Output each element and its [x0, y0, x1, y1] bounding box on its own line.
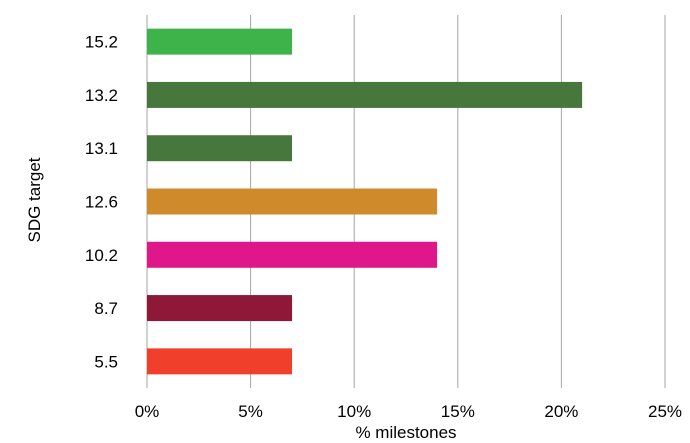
bar-15-2 [147, 28, 293, 55]
y-tick-label: 10.2 [85, 246, 118, 265]
y-tick-labels: 15.2 13.2 13.1 12.6 10.2 8.7 5.5 [85, 33, 118, 372]
x-tick-label: 20% [544, 402, 578, 421]
y-tick-label: 13.1 [85, 139, 118, 158]
y-tick-label: 13.2 [85, 86, 118, 105]
bar-8-7 [147, 295, 293, 322]
x-tick-label: 0% [135, 402, 160, 421]
bar-13-1 [147, 135, 293, 162]
bar-5-5 [147, 348, 293, 375]
bar-13-2 [147, 81, 583, 108]
bars [147, 28, 583, 375]
y-tick-label: 8.7 [94, 299, 118, 318]
bar-12-6 [147, 188, 438, 215]
x-tick-labels: 0% 5% 10% 15% 20% 25% [135, 402, 682, 421]
y-tick-label: 15.2 [85, 33, 118, 52]
y-tick-label: 5.5 [94, 352, 118, 371]
bar-10-2 [147, 241, 438, 268]
x-tick-label: 25% [648, 402, 682, 421]
x-tick-label: 5% [238, 402, 263, 421]
y-axis-title: SDG target [25, 157, 44, 242]
x-tick-label: 10% [337, 402, 371, 421]
x-tick-label: 15% [441, 402, 475, 421]
y-tick-label: 12.6 [85, 193, 118, 212]
x-axis-title: % milestones [355, 423, 456, 442]
